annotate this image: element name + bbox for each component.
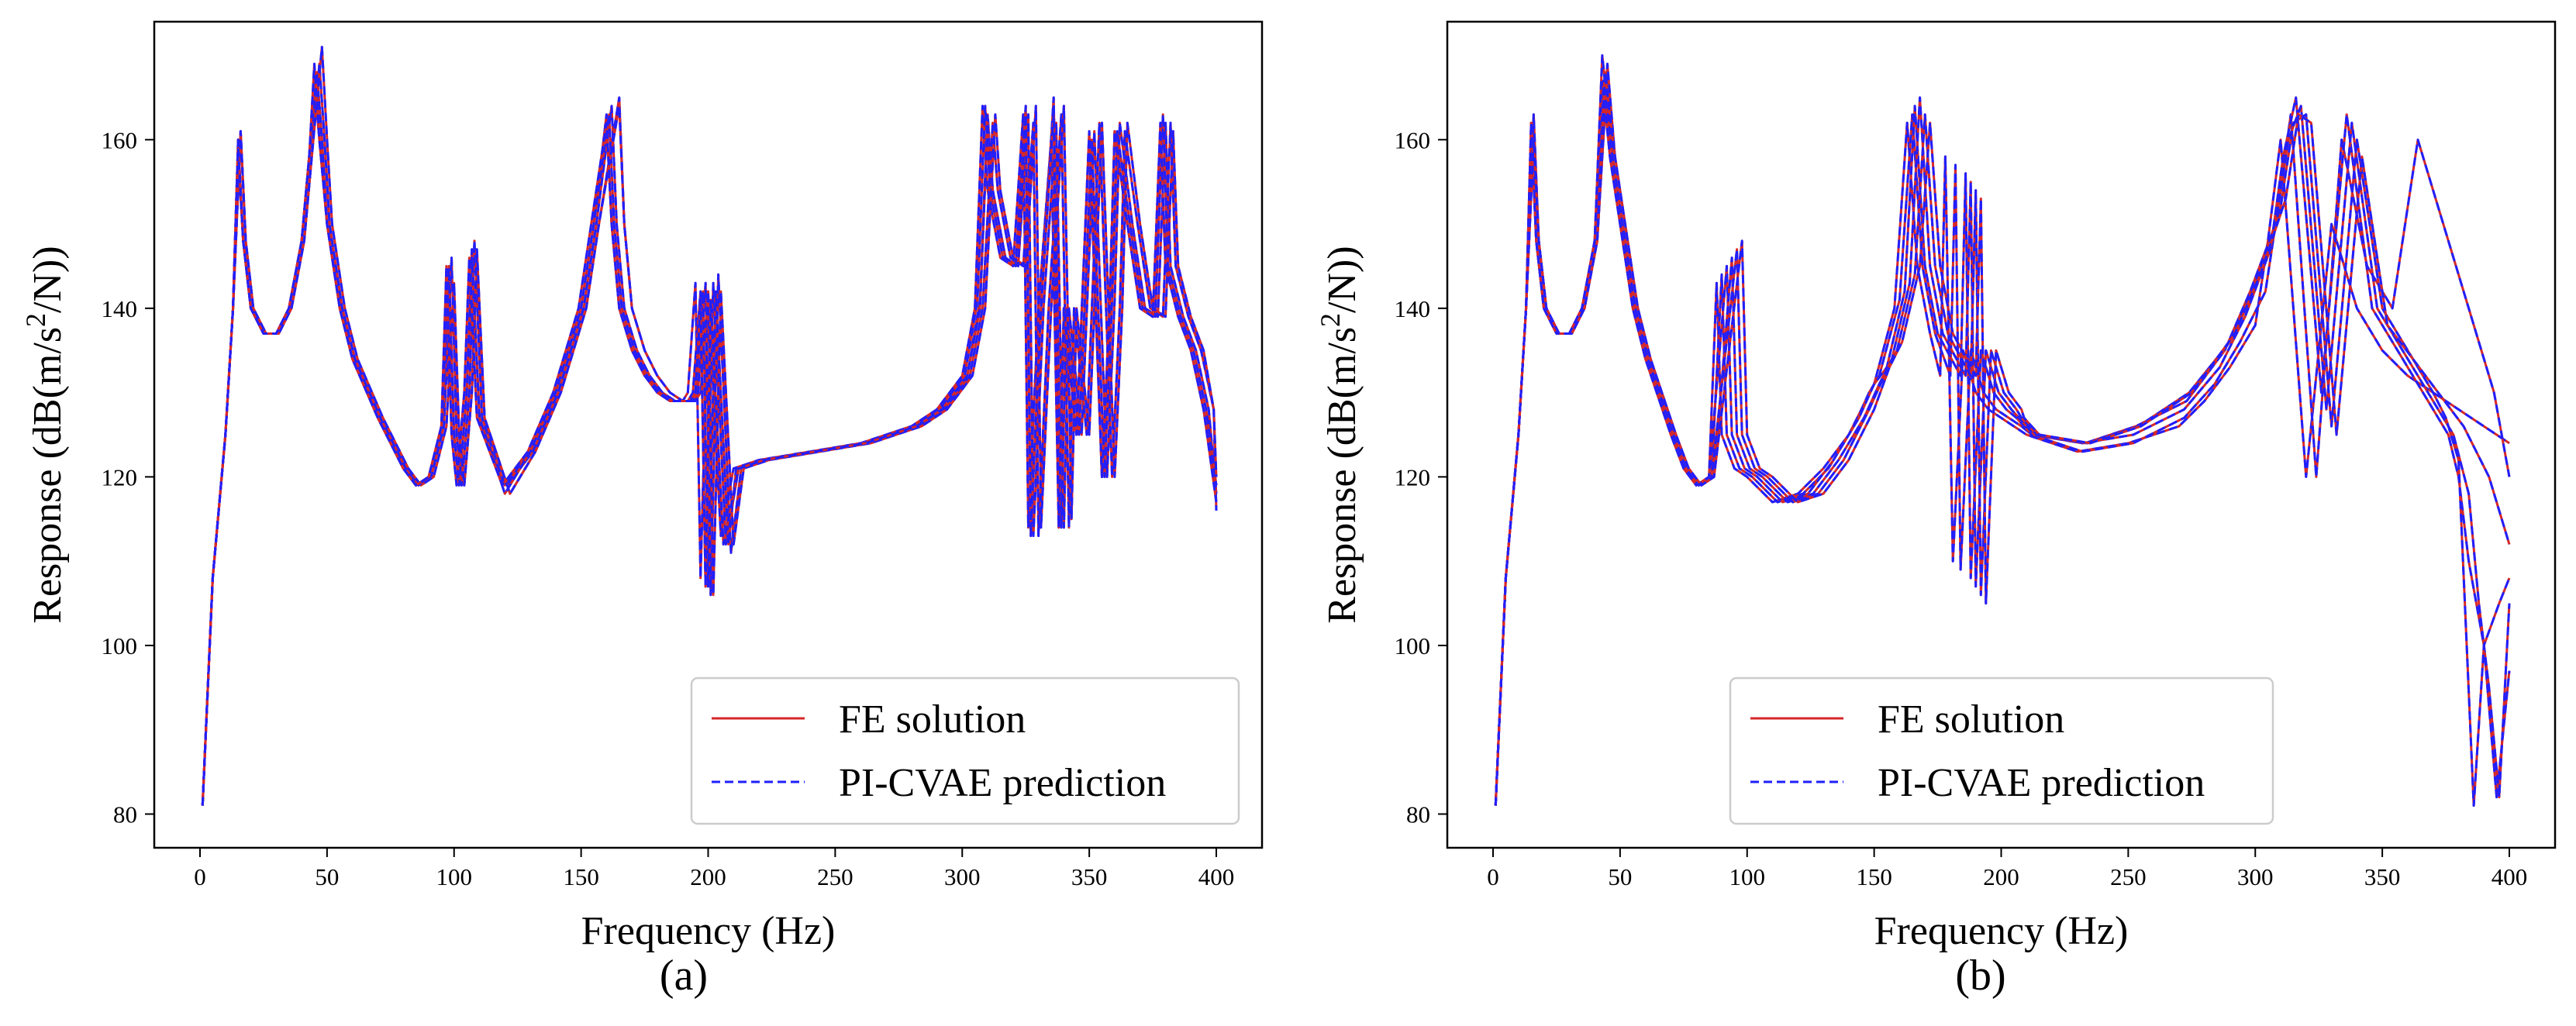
y-axis-label-tail: /N)): [26, 246, 70, 313]
y-tick-label: 120: [1395, 463, 1431, 491]
pi-cvae-prediction-line-6: [1494, 71, 2511, 806]
y-tick-label: 120: [102, 463, 138, 491]
legend-label-pi-cvae-prediction: PI-CVAE prediction: [839, 761, 1166, 805]
legend-box: [1729, 677, 2274, 825]
x-axis-label: Frequency (Hz): [1874, 909, 2129, 953]
y-axis-label-superscript: 2: [20, 313, 51, 327]
pi-cvae-prediction-line-4: [201, 71, 1218, 806]
x-tick-label: 350: [2364, 863, 2401, 890]
x-tick-label: 150: [1856, 863, 1892, 890]
series-group: [201, 46, 1218, 806]
x-tick-label: 200: [1983, 863, 2019, 890]
series-group: [1494, 54, 2511, 807]
pi-cvae-prediction-line-5: [201, 46, 1218, 806]
y-axis-label-superscript: 2: [1315, 313, 1346, 327]
x-tick-label: 50: [1608, 863, 1632, 890]
x-tick-label: 400: [2492, 863, 2528, 890]
panel-caption: (a): [660, 952, 708, 1000]
x-tick-label: 200: [690, 863, 726, 890]
y-tick-label: 80: [1406, 800, 1430, 828]
y-tick-label: 100: [102, 632, 138, 659]
pi-cvae-prediction-line-5: [1494, 54, 2511, 807]
panel-caption: (b): [1955, 952, 2005, 1000]
legend-box: [690, 677, 1240, 825]
legend-label-fe-solution: FE solution: [839, 697, 1026, 742]
x-tick-label: 300: [2237, 863, 2274, 890]
legend-label-pi-cvae-prediction: PI-CVAE prediction: [1878, 761, 2205, 805]
x-tick-label: 0: [1487, 863, 1499, 890]
panel-b: 0 50 100 150 200 250 300 350 400 80 100 120 140 160 Fr…: [1315, 20, 2557, 1000]
x-tick-label: 250: [2110, 863, 2147, 890]
panel-a: 0 50 100 150 200 250 300 350 400 80 100 120 140 160 Fr…: [20, 20, 1264, 1000]
y-tick-label: 140: [102, 295, 138, 322]
y-axis-label-main: Response (dB(m/s: [26, 327, 70, 624]
y-axis-label-tail: /N)): [1320, 246, 1364, 313]
y-tick-label: 160: [102, 126, 138, 153]
x-tick-label: 250: [817, 863, 853, 890]
x-tick-label: 50: [315, 863, 339, 890]
x-tick-label: 150: [563, 863, 599, 890]
y-axis-label: Response (dB(m/s2/N)): [1315, 246, 1364, 623]
x-tick-label: 400: [1198, 863, 1235, 890]
pi-cvae-prediction-line-6: [201, 62, 1218, 806]
x-tick-label: 300: [944, 863, 981, 890]
y-tick-label: 140: [1395, 295, 1431, 322]
y-tick-label: 160: [1395, 126, 1431, 153]
x-tick-label: 100: [436, 863, 472, 890]
x-tick-label: 350: [1071, 863, 1108, 890]
legend-label-fe-solution: FE solution: [1878, 697, 2064, 742]
y-axis-label-main: Response (dB(m/s: [1320, 327, 1364, 624]
x-tick-label: 0: [194, 863, 206, 890]
x-axis-label: Frequency (Hz): [581, 909, 836, 953]
y-tick-label: 80: [113, 800, 137, 828]
y-axis-label: Response (dB(m/s2/N)): [20, 246, 70, 623]
x-tick-label: 100: [1729, 863, 1765, 890]
y-tick-label: 100: [1395, 632, 1431, 659]
